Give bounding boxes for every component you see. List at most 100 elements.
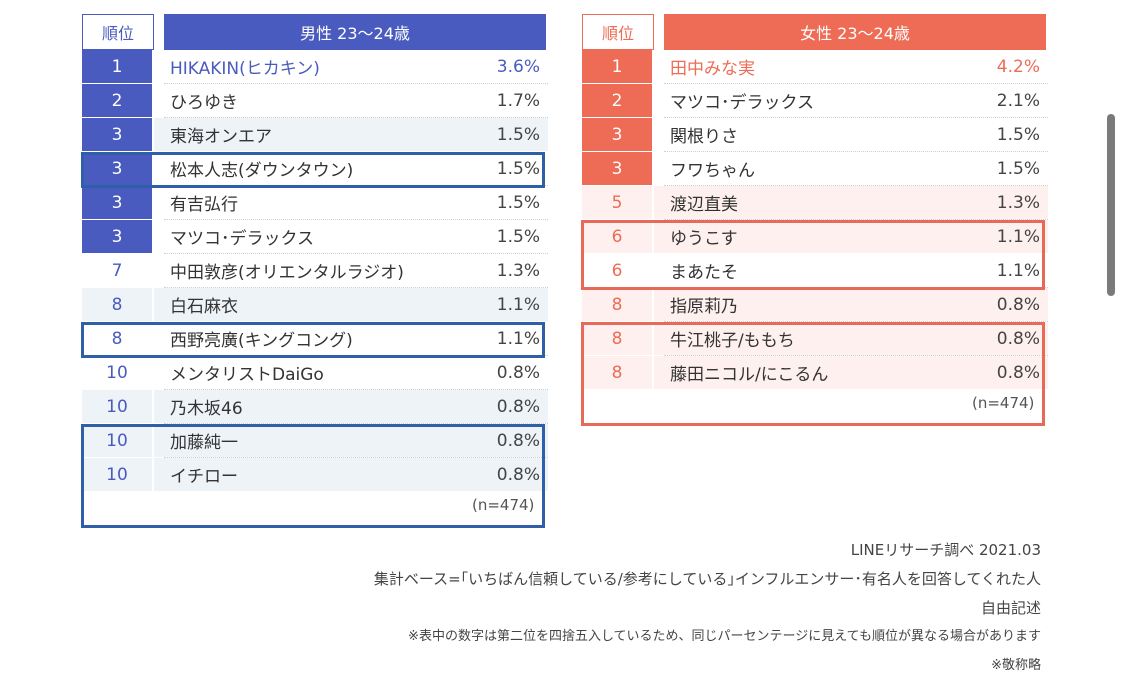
- percent-cell: 0.8%: [996, 294, 1040, 315]
- base-note: 集計ベース=｢いちばん信頼している/参考にしている｣インフルエンサー･有名人を回…: [373, 570, 1041, 588]
- rank-cell: 8: [82, 322, 152, 356]
- rank-cell: 1: [82, 50, 152, 84]
- rank-cell: 8: [582, 288, 652, 322]
- name-cell: 乃木坂46: [170, 399, 243, 419]
- percent-cell: 1.5%: [996, 124, 1040, 145]
- table-row: 8 牛江桃子/ももち 0.8%: [582, 322, 1048, 356]
- female-table-header: 順位 女性 23〜24歳: [582, 14, 1048, 50]
- rank-cell: 3: [82, 220, 152, 254]
- rank-cell: 2: [582, 84, 652, 118]
- percent-cell: 0.8%: [496, 430, 540, 451]
- name-cell: メンタリストDaiGo: [170, 365, 324, 385]
- female-ranking-table: 順位 女性 23〜24歳 1 田中みな実 4.2% 2 マツコ･デラックス 2.…: [581, 14, 1048, 426]
- name-cell: 西野亮廣(キングコング): [170, 331, 353, 351]
- male-sample-size: (n=474): [472, 496, 535, 514]
- percent-cell: 0.8%: [496, 362, 540, 383]
- name-cell: 関根りさ: [670, 127, 738, 147]
- male-rank-header: 順位: [82, 14, 154, 50]
- method-note: 自由記述: [980, 599, 1041, 617]
- table-row: 8 指原莉乃 0.8%: [582, 288, 1048, 322]
- table-row: 1 HIKAKIN(ヒカキン) 3.6%: [82, 50, 548, 84]
- table-row: 3 有吉弘行 1.5%: [82, 186, 548, 220]
- percent-cell: 1.1%: [496, 328, 540, 349]
- table-row: 3 関根りさ 1.5%: [582, 118, 1048, 152]
- table-row: 2 マツコ･デラックス 2.1%: [582, 84, 1048, 118]
- percent-cell: 3.6%: [496, 56, 540, 77]
- table-row: 1 田中みな実 4.2%: [582, 50, 1048, 84]
- table-row: 2 ひろゆき 1.7%: [82, 84, 548, 118]
- table-row: 3 松本人志(ダウンタウン) 1.5%: [82, 152, 548, 186]
- rank-cell: 8: [582, 322, 652, 356]
- table-row: 10 乃木坂46 0.8%: [82, 390, 548, 424]
- male-rows: 1 HIKAKIN(ヒカキン) 3.6% 2 ひろゆき 1.7% 3 東海オンエ…: [81, 50, 548, 528]
- rank-cell: 3: [582, 118, 652, 152]
- name-cell: HIKAKIN(ヒカキン): [170, 59, 320, 79]
- name-cell: 加藤純一: [170, 433, 238, 453]
- table-row: 3 東海オンエア 1.5%: [82, 118, 548, 152]
- percent-cell: 1.1%: [496, 294, 540, 315]
- rank-cell: 3: [82, 186, 152, 220]
- percent-cell: 0.8%: [496, 464, 540, 485]
- male-table-header: 順位 男性 23〜24歳: [82, 14, 548, 50]
- percent-cell: 1.1%: [996, 226, 1040, 247]
- rank-cell: 10: [82, 356, 152, 390]
- name-cell: イチロー: [170, 467, 238, 487]
- percent-cell: 2.1%: [996, 90, 1040, 111]
- name-cell: 指原莉乃: [670, 297, 738, 317]
- name-cell: マツコ･デラックス: [170, 229, 314, 249]
- footnotes: LINEリサーチ調べ 2021.03 集計ベース=｢いちばん信頼している/参考に…: [374, 540, 1041, 685]
- table-row: 3 フワちゃん 1.5%: [582, 152, 1048, 186]
- source-note: LINEリサーチ調べ 2021.03: [850, 541, 1041, 559]
- percent-cell: 1.7%: [496, 90, 540, 111]
- table-row: 7 中田敦彦(オリエンタルラジオ) 1.3%: [82, 254, 548, 288]
- scrollbar[interactable]: [1107, 114, 1115, 296]
- rank-cell: 10: [82, 458, 152, 492]
- female-rank-header: 順位: [582, 14, 654, 50]
- male-table-title: 男性 23〜24歳: [164, 14, 546, 50]
- percent-cell: 1.3%: [996, 192, 1040, 213]
- rank-cell: 1: [582, 50, 652, 84]
- percent-cell: 1.5%: [496, 158, 540, 179]
- table-row: 10 加藤純一 0.8%: [82, 424, 548, 458]
- rank-cell: 7: [82, 254, 152, 288]
- percent-cell: 1.5%: [496, 124, 540, 145]
- table-row: 8 白石麻衣 1.1%: [82, 288, 548, 322]
- rank-cell: 2: [82, 84, 152, 118]
- name-cell: 中田敦彦(オリエンタルラジオ): [170, 263, 404, 283]
- percent-cell: 1.1%: [996, 260, 1040, 281]
- percent-cell: 1.3%: [496, 260, 540, 281]
- percent-cell: 1.5%: [496, 226, 540, 247]
- name-cell: 有吉弘行: [170, 195, 238, 215]
- table-row: 6 まあたそ 1.1%: [582, 254, 1048, 288]
- name-cell: 松本人志(ダウンタウン): [170, 161, 354, 181]
- rounding-note: ※表中の数字は第二位を四捨五入しているため、同じパーセンテージに見えても順位が異…: [408, 629, 1041, 644]
- rank-cell: 3: [82, 118, 152, 152]
- honorific-note: ※敬称略: [991, 658, 1041, 673]
- name-cell: フワちゃん: [670, 161, 755, 181]
- table-row: 10 イチロー 0.8%: [82, 458, 548, 492]
- table-row: 10 メンタリストDaiGo 0.8%: [82, 356, 548, 390]
- name-cell: まあたそ: [670, 263, 738, 283]
- table-row: 8 藤田ニコル/にこるん 0.8%: [582, 356, 1048, 390]
- female-sample-size: (n=474): [972, 394, 1035, 412]
- percent-cell: 0.8%: [996, 362, 1040, 383]
- percent-cell: 1.5%: [496, 192, 540, 213]
- table-row: 5 渡辺直美 1.3%: [582, 186, 1048, 220]
- female-rows: 1 田中みな実 4.2% 2 マツコ･デラックス 2.1% 3 関根りさ 1.5…: [581, 50, 1048, 426]
- name-cell: 田中みな実: [670, 59, 755, 79]
- rank-cell: 5: [582, 186, 652, 220]
- name-cell: 牛江桃子/ももち: [670, 331, 795, 351]
- percent-cell: 0.8%: [996, 328, 1040, 349]
- male-ranking-table: 順位 男性 23〜24歳 1 HIKAKIN(ヒカキン) 3.6% 2 ひろゆき…: [81, 14, 548, 528]
- name-cell: 白石麻衣: [170, 297, 238, 317]
- table-row: 3 マツコ･デラックス 1.5%: [82, 220, 548, 254]
- rank-cell: 3: [582, 152, 652, 186]
- percent-cell: 0.8%: [496, 396, 540, 417]
- table-row: 8 西野亮廣(キングコング) 1.1%: [82, 322, 548, 356]
- name-cell: 東海オンエア: [170, 127, 272, 147]
- name-cell: 渡辺直美: [670, 195, 738, 215]
- table-row: 6 ゆうこす 1.1%: [582, 220, 1048, 254]
- rank-cell: 8: [82, 288, 152, 322]
- name-cell: ひろゆき: [170, 93, 238, 113]
